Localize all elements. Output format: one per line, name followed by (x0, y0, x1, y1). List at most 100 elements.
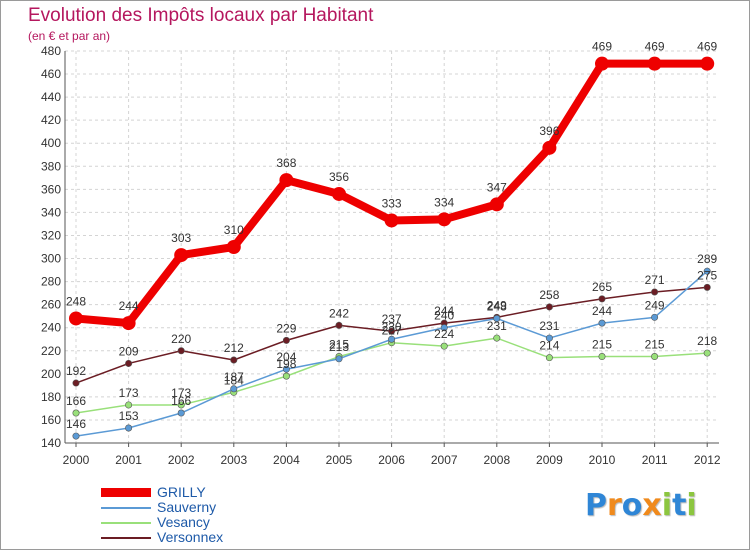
data-label-grilly: 333 (382, 196, 402, 210)
y-tick-label: 460 (41, 67, 61, 81)
data-label-sauverny: 240 (434, 309, 454, 323)
x-tick-label: 2009 (536, 453, 563, 467)
chart-subtitle: (en € et par an) (28, 29, 111, 43)
data-label-sauverny: 231 (539, 319, 559, 333)
data-point-versonnex (335, 321, 343, 329)
data-label-versonnex: 275 (697, 268, 717, 282)
data-label-vesancy: 224 (434, 327, 454, 341)
data-point-sauverny (651, 313, 659, 321)
legend-swatch-grilly (101, 488, 151, 497)
data-label-grilly: 244 (119, 299, 139, 313)
data-point-sauverny (493, 314, 501, 322)
data-label-grilly: 310 (224, 223, 244, 237)
data-point-grilly (595, 56, 609, 71)
logo-letter: r (607, 488, 622, 523)
data-label-grilly: 303 (171, 231, 191, 245)
y-tick-label: 300 (41, 252, 61, 266)
y-tick-label: 240 (41, 321, 61, 335)
x-tick-label: 2002 (168, 453, 195, 467)
y-tick-label: 320 (41, 228, 61, 242)
x-tick-label: 2000 (63, 453, 90, 467)
y-tick-label: 420 (41, 113, 61, 127)
chart-title: Evolution des Impôts locaux par Habitant (28, 5, 374, 26)
data-label-grilly: 469 (697, 40, 717, 54)
data-point-sauverny (703, 267, 711, 275)
data-label-versonnex: 229 (276, 321, 296, 335)
y-tick-label: 280 (41, 275, 61, 289)
data-label-sauverny: 249 (645, 298, 665, 312)
x-tick-label: 2010 (589, 453, 616, 467)
y-tick-label: 160 (41, 413, 61, 427)
data-point-versonnex (651, 288, 659, 296)
y-tick-label: 260 (41, 298, 61, 312)
y-tick-label: 440 (41, 90, 61, 104)
y-tick-label: 180 (41, 390, 61, 404)
data-label-grilly: 396 (539, 124, 559, 138)
y-tick-label: 140 (41, 436, 61, 450)
data-point-vesancy (493, 334, 501, 342)
logo-letter: P (585, 488, 607, 523)
data-label-versonnex: 237 (382, 312, 402, 326)
data-label-vesancy: 184 (224, 373, 244, 387)
legend-label-versonnex: Versonnex (157, 529, 224, 545)
y-tick-label: 480 (41, 44, 61, 58)
data-label-sauverny: 244 (592, 304, 612, 318)
data-point-grilly (174, 248, 189, 263)
data-label-grilly: 347 (487, 180, 507, 194)
x-tick-label: 2006 (378, 453, 405, 467)
logo-letter: i (661, 488, 673, 523)
data-label-vesancy: 166 (66, 394, 86, 408)
data-label-vesancy: 215 (592, 338, 612, 352)
x-tick-label: 2011 (642, 453, 668, 467)
data-point-vesancy (440, 342, 448, 350)
data-point-versonnex (72, 379, 80, 387)
data-label-sauverny: 146 (66, 417, 86, 431)
data-point-grilly (226, 240, 241, 254)
data-label-versonnex: 249 (487, 298, 507, 312)
data-point-sauverny (335, 355, 343, 363)
data-point-sauverny (598, 319, 606, 327)
legend-label-vesancy: Vesancy (157, 514, 210, 530)
data-label-versonnex: 242 (329, 306, 349, 320)
data-label-vesancy: 198 (276, 357, 296, 371)
data-point-grilly (437, 212, 452, 227)
logo-letter: x (642, 488, 662, 523)
data-label-vesancy: 231 (487, 319, 507, 333)
logo-letter: i (686, 488, 697, 523)
data-label-sauverny: 166 (171, 394, 191, 408)
proxiti-logo: Proxiti (585, 488, 697, 523)
x-tick-label: 2003 (220, 453, 247, 467)
data-label-versonnex: 258 (539, 288, 559, 302)
data-label-sauverny: 187 (224, 370, 244, 384)
data-label-grilly: 368 (276, 156, 296, 170)
data-label-versonnex: 265 (592, 280, 612, 294)
y-tick-label: 380 (41, 159, 61, 173)
data-label-sauverny: 153 (119, 409, 139, 423)
data-point-grilly (332, 186, 346, 201)
data-point-grilly (542, 140, 557, 155)
data-point-grilly (279, 173, 294, 188)
y-tick-label: 200 (41, 367, 61, 381)
data-point-grilly (69, 311, 83, 326)
data-point-sauverny (230, 385, 238, 393)
logo-letter: t (672, 488, 687, 523)
data-label-grilly: 469 (592, 40, 612, 54)
data-label-grilly: 469 (645, 40, 665, 54)
data-point-vesancy (651, 353, 659, 361)
legend-label-sauverny: Sauverny (157, 499, 217, 515)
y-tick-label: 400 (41, 136, 61, 150)
data-label-sauverny: 289 (697, 252, 717, 266)
data-point-versonnex (545, 303, 553, 311)
data-label-grilly: 248 (66, 294, 86, 308)
data-point-versonnex (598, 295, 606, 303)
x-tick-label: 2004 (273, 453, 300, 467)
data-point-sauverny (72, 432, 80, 440)
data-point-vesancy (598, 353, 606, 361)
data-point-grilly (647, 56, 662, 71)
x-tick-label: 2005 (326, 453, 353, 467)
data-label-grilly: 356 (329, 170, 349, 184)
x-tick-label: 2007 (431, 453, 458, 467)
data-point-vesancy (177, 401, 185, 409)
